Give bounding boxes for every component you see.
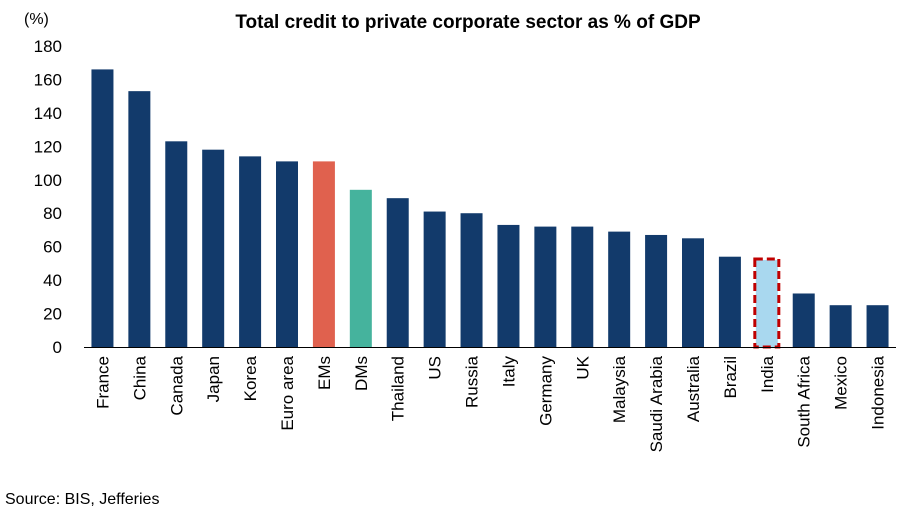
x-tick-label: Italy: [499, 356, 518, 388]
x-tick-label: UK: [573, 355, 592, 379]
x-tick-label: India: [758, 355, 777, 392]
bar-germany: [534, 226, 557, 347]
x-tick-label: EMs: [315, 356, 334, 390]
x-tick-label: DMs: [352, 356, 371, 391]
bar-mexico: [829, 305, 852, 347]
x-tick-label: Canada: [167, 355, 186, 415]
bar-malaysia: [608, 231, 631, 347]
bars: [91, 69, 889, 349]
y-tick-label: 120: [34, 137, 62, 156]
bar-saudi-arabia: [645, 234, 668, 347]
x-tick-label: Japan: [204, 356, 223, 402]
y-tick-label: 40: [43, 271, 62, 290]
bar-indonesia: [866, 305, 889, 347]
x-tick-label: Brazil: [721, 356, 740, 399]
bar-france: [91, 69, 114, 348]
x-tick-label: South Africa: [795, 355, 814, 447]
bar-ems: [312, 161, 335, 347]
bar-brazil: [718, 256, 741, 347]
x-tick-label: Malaysia: [610, 355, 629, 423]
x-tick-label: Russia: [463, 355, 482, 408]
source-note: Source: BIS, Jefferies: [5, 491, 160, 508]
bar-dms: [349, 189, 372, 347]
y-tick-label: 0: [53, 338, 62, 357]
x-tick-label: France: [93, 356, 112, 409]
y-tick-label: 180: [34, 37, 62, 56]
x-tick-label: Mexico: [832, 356, 851, 410]
x-tick-label: Saudi Arabia: [647, 355, 666, 452]
y-axis-unit-label: (%): [24, 11, 49, 28]
x-tick-label: Germany: [536, 356, 555, 426]
bar-china: [128, 91, 151, 348]
y-tick-label: 80: [43, 204, 62, 223]
bar-thailand: [386, 198, 409, 347]
bar-uk: [571, 226, 594, 347]
y-tick-label: 60: [43, 238, 62, 257]
bar-australia: [682, 238, 704, 347]
y-tick-label: 140: [34, 104, 62, 123]
x-tick-label: US: [426, 356, 445, 380]
bar-russia: [460, 213, 483, 347]
x-tick-label: Euro area: [278, 355, 297, 430]
x-tick-label: Australia: [684, 355, 703, 422]
bar-korea: [239, 156, 262, 347]
chart-title: Total credit to private corporate sector…: [235, 12, 701, 33]
bar-south-africa: [792, 293, 815, 347]
bar-euro-area: [276, 161, 298, 347]
x-tick-label: Korea: [241, 355, 260, 401]
bar-us: [423, 211, 446, 347]
x-tick-label: Thailand: [389, 356, 408, 421]
y-tick-label: 20: [43, 305, 62, 324]
y-axis-ticks: 0 20 40 60 80 100 120 140 160 180: [34, 37, 62, 357]
bar-india: [755, 260, 778, 347]
x-axis-labels: France China Canada Japan Korea Euro area EMs D…: [93, 355, 887, 452]
y-tick-label: 100: [34, 171, 62, 190]
bar-italy: [497, 224, 520, 347]
x-tick-label: China: [130, 355, 149, 400]
bar-canada: [165, 141, 188, 347]
y-tick-label: 160: [34, 70, 62, 89]
x-tick-label: Indonesia: [869, 355, 888, 429]
bar-japan: [202, 149, 225, 347]
